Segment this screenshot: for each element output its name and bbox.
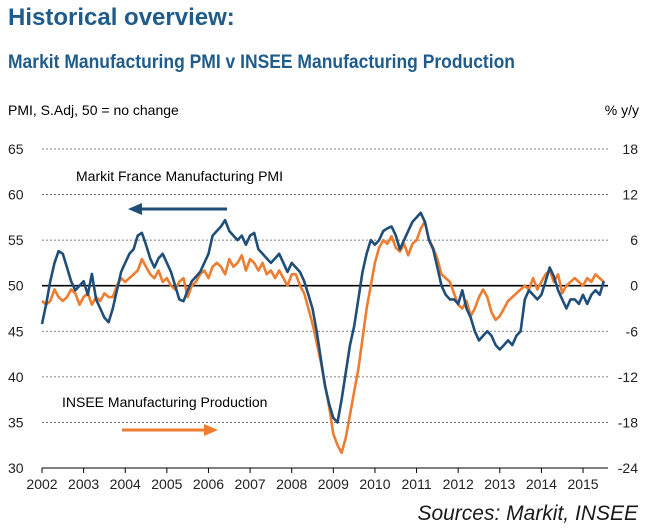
right-tick-label: 18 xyxy=(622,141,638,157)
right-axis-label: % y/y xyxy=(604,102,639,118)
right-tick-label: 6 xyxy=(630,232,638,248)
sources-note: Sources: Markit, INSEE xyxy=(417,502,638,525)
pmi-legend-label: Markit France Manufacturing PMI xyxy=(76,168,283,184)
x-tick-label: 2007 xyxy=(235,476,266,492)
series-layer xyxy=(40,211,606,455)
pmi-line xyxy=(40,211,606,424)
left-tick-label: 35 xyxy=(8,414,24,430)
right-tick-label: -18 xyxy=(618,414,638,430)
left-tick-label: 65 xyxy=(8,141,24,157)
left-tick-label: 45 xyxy=(8,323,24,339)
right-tick-label: -12 xyxy=(618,369,638,385)
left-tick-label: 60 xyxy=(8,187,24,203)
x-tick-label: 2003 xyxy=(68,476,99,492)
insee-production-line xyxy=(41,219,605,455)
left-tick-label: 55 xyxy=(8,232,24,248)
x-tick-label: 2002 xyxy=(26,476,57,492)
insee-legend-arrow xyxy=(122,424,218,436)
x-tick-label: 2006 xyxy=(193,476,224,492)
left-tick-label: 30 xyxy=(8,460,24,476)
x-tick-label: 2008 xyxy=(276,476,307,492)
left-axis-label: PMI, S.Adj, 50 = no change xyxy=(8,102,179,118)
left-tick-label: 40 xyxy=(8,369,24,385)
insee-legend-label: INSEE Manufacturing Production xyxy=(62,394,267,410)
right-tick-label: 0 xyxy=(630,278,638,294)
pmi-legend-arrow xyxy=(128,203,227,215)
x-tick-label: 2005 xyxy=(151,476,182,492)
x-tick-label: 2011 xyxy=(402,476,432,492)
x-tick-label: 2012 xyxy=(443,476,474,492)
x-tick-label: 2010 xyxy=(359,476,390,492)
x-tick-label: 2014 xyxy=(526,476,557,492)
x-tick-label: 2009 xyxy=(318,476,349,492)
x-tick-label: 2013 xyxy=(484,476,515,492)
chart-subtitle: Markit Manufacturing PMI v INSEE Manufac… xyxy=(8,52,515,73)
page-title: Historical overview: xyxy=(8,4,235,31)
left-tick-label: 50 xyxy=(8,278,24,294)
right-tick-label: -6 xyxy=(626,323,639,339)
right-tick-label: -24 xyxy=(618,460,638,476)
x-tick-label: 2004 xyxy=(110,476,141,492)
right-tick-label: 12 xyxy=(622,187,638,203)
x-tick-label: 2015 xyxy=(567,476,598,492)
